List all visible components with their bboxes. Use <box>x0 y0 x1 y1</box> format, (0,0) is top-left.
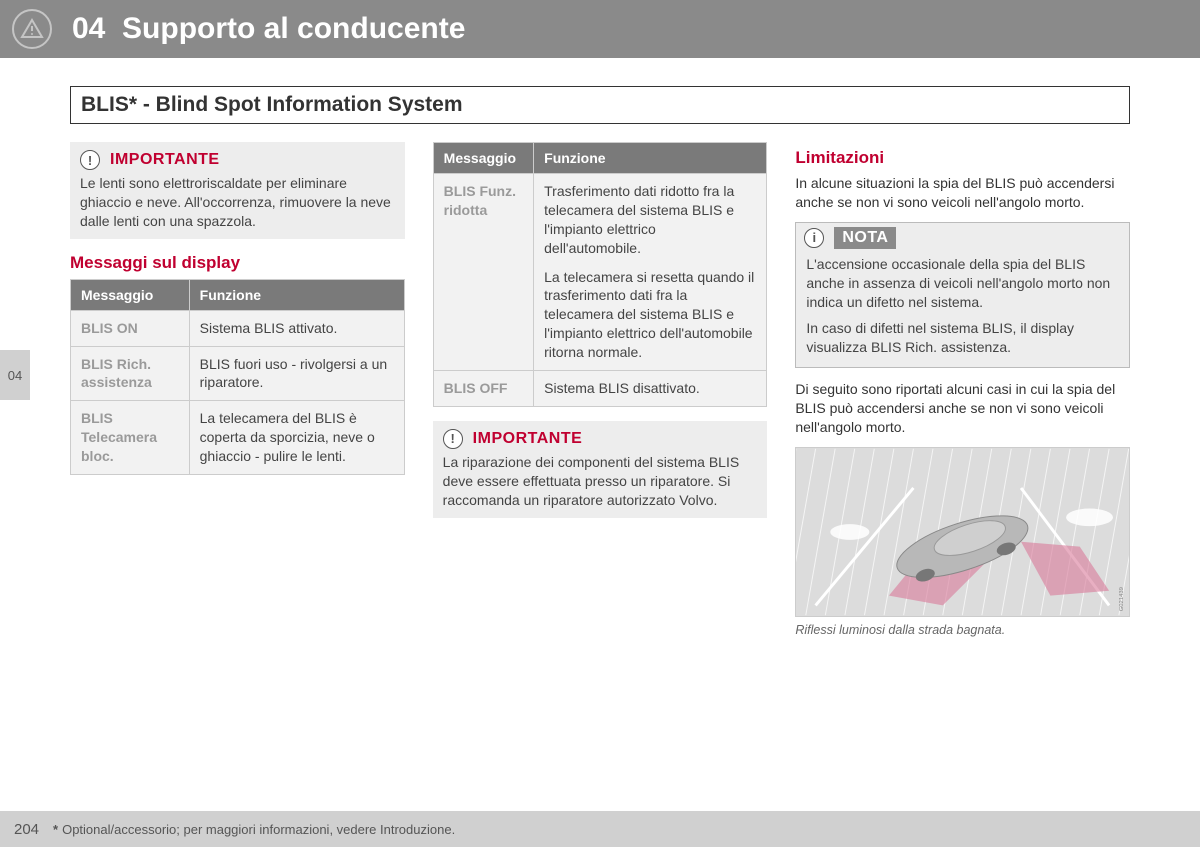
th-messaggio: Messaggio <box>71 279 190 310</box>
table-row: BLIS Funz. ridotta Trasferimento dati ri… <box>433 174 767 371</box>
msg-cell: BLIS Telecamera bloc. <box>71 401 190 475</box>
msg-cell: BLIS OFF <box>433 371 533 407</box>
messages-table-2: Messaggio Funzione BLIS Funz. ridotta Tr… <box>433 142 768 407</box>
func-p1: Trasferimento dati ridotto fra la teleca… <box>544 182 756 258</box>
column-2: Messaggio Funzione BLIS Funz. ridotta Tr… <box>433 142 768 637</box>
column-1: ! IMPORTANTE Le lenti sono elettroriscal… <box>70 142 405 637</box>
illus-code: G021439 <box>1119 587 1125 611</box>
importante-label: IMPORTANTE <box>110 151 220 169</box>
messages-table-1: Messaggio Funzione BLIS ON Sistema BLIS … <box>70 279 405 475</box>
msg-cell: BLIS Rich. assistenza <box>71 346 190 401</box>
footer-note: Optional/accessorio; per maggiori inform… <box>62 822 455 837</box>
illustration-wet-road: G021439 <box>795 447 1130 617</box>
msg-cell: BLIS ON <box>71 310 190 346</box>
limitazioni-title: Limitazioni <box>795 148 1130 168</box>
msg-cell: BLIS Funz. ridotta <box>433 174 533 371</box>
blis-ref: BLIS Rich. assistenza <box>871 339 1007 355</box>
chapter-title: 04 Supporto al conducente <box>72 12 465 46</box>
nota-label: NOTA <box>834 227 896 249</box>
func-cell: La telecamera del BLIS è coperta da spor… <box>189 401 404 475</box>
func-cell: BLIS fuori uso - rivolgersi a un riparat… <box>189 346 404 401</box>
importante-label: IMPORTANTE <box>473 430 583 448</box>
th-messaggio: Messaggio <box>433 143 533 174</box>
messages-title: Messaggi sul display <box>70 253 405 273</box>
importante-body: Le lenti sono elettroriscaldate per elim… <box>80 174 395 231</box>
content-columns: ! IMPORTANTE Le lenti sono elettroriscal… <box>70 142 1130 637</box>
nota-body: L'accensione occasionale della spia del … <box>796 249 1129 367</box>
chapter-header: 04 Supporto al conducente <box>0 0 1200 58</box>
exclamation-icon: ! <box>443 429 463 449</box>
page-number: 204 <box>14 821 39 838</box>
th-funzione: Funzione <box>189 279 404 310</box>
table-row: BLIS Telecamera bloc. La telecamera del … <box>71 401 405 475</box>
limitazioni-p1: In alcune situazioni la spia del BLIS pu… <box>795 174 1130 212</box>
importante-box-1: ! IMPORTANTE Le lenti sono elettroriscal… <box>70 142 405 239</box>
info-icon: i <box>804 228 824 248</box>
table-row: BLIS OFF Sistema BLIS disattivato. <box>433 371 767 407</box>
column-3: Limitazioni In alcune situazioni la spia… <box>795 142 1130 637</box>
table-row: BLIS ON Sistema BLIS attivato. <box>71 310 405 346</box>
side-tab: 04 <box>0 350 30 400</box>
chapter-number: 04 <box>72 12 105 45</box>
illustration-caption: Riflessi luminosi dalla strada bagnata. <box>795 623 1130 637</box>
func-cell: Trasferimento dati ridotto fra la teleca… <box>534 174 767 371</box>
page-footer: 204 * Optional/accessorio; per maggiori … <box>0 811 1200 847</box>
warning-icon <box>12 9 52 49</box>
chapter-name: Supporto al conducente <box>122 12 465 45</box>
section-heading-box: BLIS* - Blind Spot Information System <box>70 86 1130 124</box>
exclamation-icon: ! <box>80 150 100 170</box>
section-heading: BLIS* - Blind Spot Information System <box>81 93 1119 117</box>
importante-body: La riparazione dei componenti del sistem… <box>443 453 758 510</box>
func-cell: Sistema BLIS attivato. <box>189 310 404 346</box>
func-p2: La telecamera si resetta quando il trasf… <box>544 268 756 362</box>
th-funzione: Funzione <box>534 143 767 174</box>
nota-p1: L'accensione occasionale della spia del … <box>806 255 1119 312</box>
nota-p2: In caso di difetti nel sistema BLIS, il … <box>806 319 1119 357</box>
importante-box-2: ! IMPORTANTE La riparazione dei componen… <box>433 421 768 518</box>
limitazioni-p2: Di seguito sono riportati alcuni casi in… <box>795 380 1130 437</box>
table-row: BLIS Rich. assistenza BLIS fuori uso - r… <box>71 346 405 401</box>
nota-box: i NOTA L'accensione occasionale della sp… <box>795 222 1130 368</box>
func-cell: Sistema BLIS disattivato. <box>534 371 767 407</box>
asterisk-icon: * <box>53 822 58 837</box>
